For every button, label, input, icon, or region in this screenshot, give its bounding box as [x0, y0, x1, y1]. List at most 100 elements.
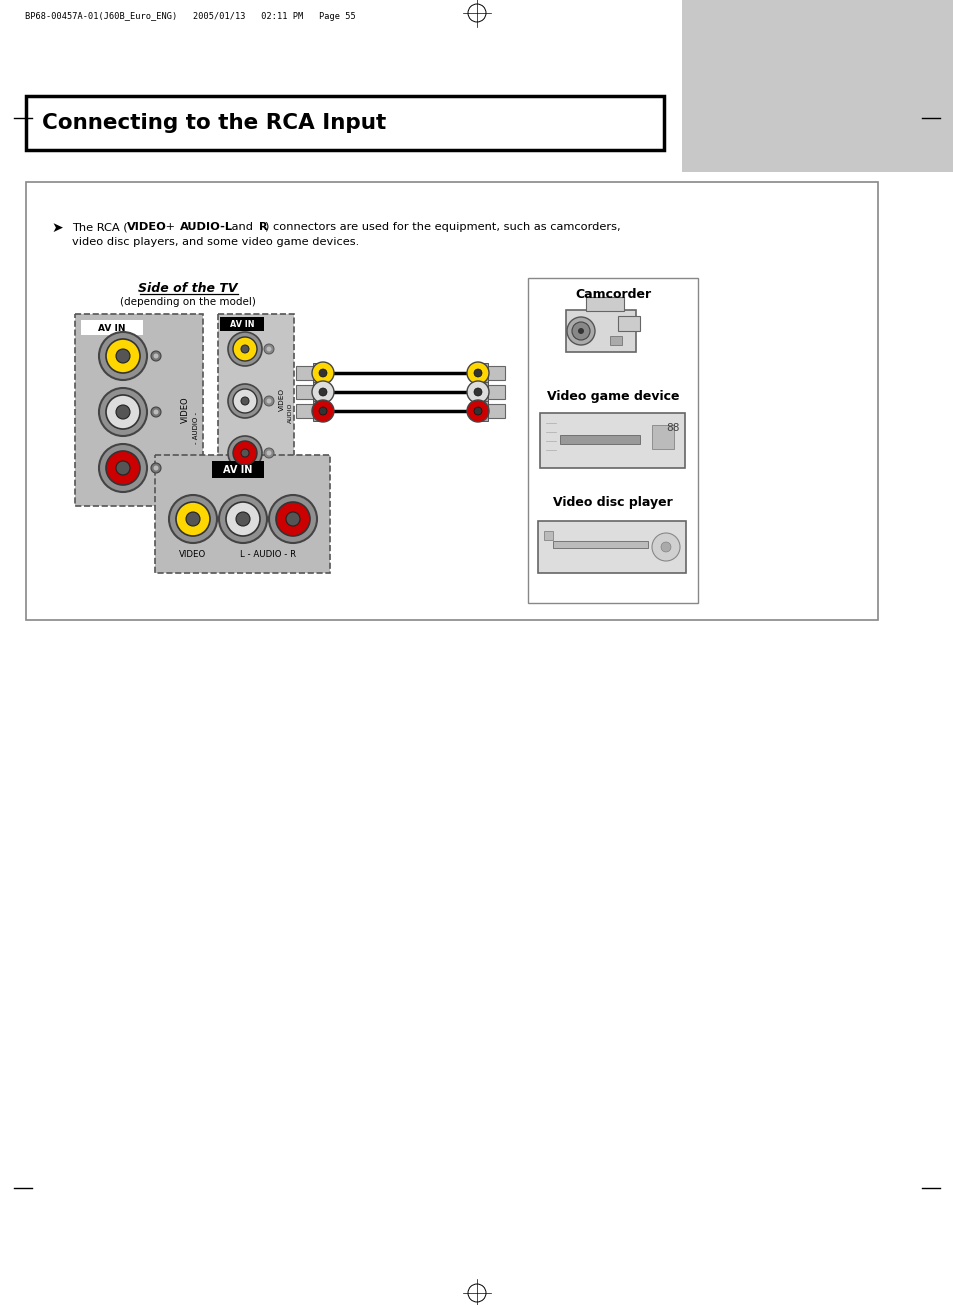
- Text: ➤: ➤: [51, 221, 63, 235]
- Bar: [218, 315, 294, 484]
- Text: - AUDIO -: - AUDIO -: [193, 412, 199, 444]
- Bar: [539, 412, 684, 468]
- Circle shape: [241, 397, 249, 405]
- Circle shape: [233, 337, 256, 361]
- Bar: [212, 461, 264, 478]
- Bar: [565, 311, 636, 352]
- Text: AUDIO: AUDIO: [287, 403, 293, 423]
- Text: VIDEO: VIDEO: [179, 549, 207, 559]
- Circle shape: [228, 331, 262, 365]
- Text: The RCA (: The RCA (: [71, 222, 128, 232]
- Circle shape: [233, 389, 256, 412]
- Text: R: R: [258, 222, 267, 232]
- Circle shape: [264, 395, 274, 406]
- Circle shape: [318, 407, 327, 415]
- Text: AV IN: AV IN: [230, 320, 254, 329]
- Bar: [220, 317, 264, 331]
- Circle shape: [264, 345, 274, 354]
- Circle shape: [474, 407, 481, 415]
- Circle shape: [312, 361, 334, 384]
- Circle shape: [116, 461, 130, 475]
- Circle shape: [286, 512, 299, 526]
- Bar: [313, 401, 322, 422]
- Circle shape: [241, 345, 249, 352]
- Bar: [537, 521, 685, 573]
- Circle shape: [275, 502, 310, 536]
- Text: L - AUDIO - R: L - AUDIO - R: [240, 549, 295, 559]
- Circle shape: [219, 495, 267, 543]
- Bar: [295, 405, 317, 418]
- Circle shape: [266, 398, 272, 403]
- Circle shape: [474, 388, 481, 395]
- Circle shape: [233, 441, 256, 465]
- Circle shape: [175, 502, 210, 536]
- Bar: [609, 335, 621, 345]
- Bar: [313, 363, 322, 382]
- Bar: [313, 382, 322, 402]
- Bar: [559, 435, 639, 444]
- Bar: [81, 320, 143, 335]
- Bar: [154, 455, 330, 573]
- Circle shape: [116, 405, 130, 419]
- Bar: [482, 405, 504, 418]
- Text: VIDEO: VIDEO: [127, 222, 167, 232]
- Circle shape: [467, 361, 489, 384]
- Circle shape: [312, 381, 334, 403]
- Circle shape: [153, 354, 158, 359]
- Text: VIDEO: VIDEO: [278, 388, 285, 411]
- Circle shape: [566, 317, 595, 345]
- Bar: [681, 0, 953, 172]
- Bar: [585, 298, 623, 311]
- Circle shape: [269, 495, 316, 543]
- Circle shape: [169, 495, 216, 543]
- Bar: [478, 401, 488, 422]
- Circle shape: [467, 381, 489, 403]
- Circle shape: [467, 401, 489, 422]
- Bar: [26, 97, 663, 150]
- Circle shape: [99, 388, 147, 436]
- Text: and: and: [228, 222, 256, 232]
- Circle shape: [318, 369, 327, 377]
- Bar: [651, 425, 673, 449]
- Circle shape: [660, 542, 670, 552]
- Circle shape: [235, 512, 250, 526]
- Text: Video disc player: Video disc player: [553, 496, 672, 509]
- Circle shape: [228, 384, 262, 418]
- Text: AV IN: AV IN: [223, 465, 253, 475]
- Text: Video game device: Video game device: [546, 390, 679, 403]
- Circle shape: [106, 339, 140, 373]
- Circle shape: [572, 322, 589, 341]
- Bar: [618, 316, 639, 331]
- Circle shape: [578, 328, 583, 334]
- Bar: [482, 385, 504, 399]
- Text: AUDIO-L: AUDIO-L: [180, 222, 233, 232]
- Circle shape: [228, 436, 262, 470]
- Circle shape: [651, 532, 679, 561]
- Circle shape: [474, 369, 481, 377]
- Text: 88: 88: [665, 423, 679, 433]
- Bar: [75, 315, 203, 506]
- Bar: [295, 365, 317, 380]
- Circle shape: [116, 348, 130, 363]
- Bar: [295, 385, 317, 399]
- Circle shape: [151, 351, 161, 361]
- Circle shape: [186, 512, 200, 526]
- Circle shape: [151, 463, 161, 472]
- Bar: [543, 531, 553, 540]
- Circle shape: [99, 331, 147, 380]
- Circle shape: [106, 395, 140, 429]
- Circle shape: [151, 407, 161, 418]
- Bar: [482, 365, 504, 380]
- Circle shape: [266, 347, 272, 351]
- Circle shape: [241, 449, 249, 457]
- Circle shape: [312, 401, 334, 422]
- Bar: [527, 278, 698, 603]
- Text: Side of the TV: Side of the TV: [138, 282, 237, 295]
- Text: AV IN: AV IN: [98, 324, 126, 333]
- Circle shape: [106, 452, 140, 485]
- Circle shape: [264, 448, 274, 458]
- Circle shape: [226, 502, 260, 536]
- Circle shape: [99, 444, 147, 492]
- Bar: [553, 542, 647, 548]
- Text: Camcorder: Camcorder: [575, 288, 650, 301]
